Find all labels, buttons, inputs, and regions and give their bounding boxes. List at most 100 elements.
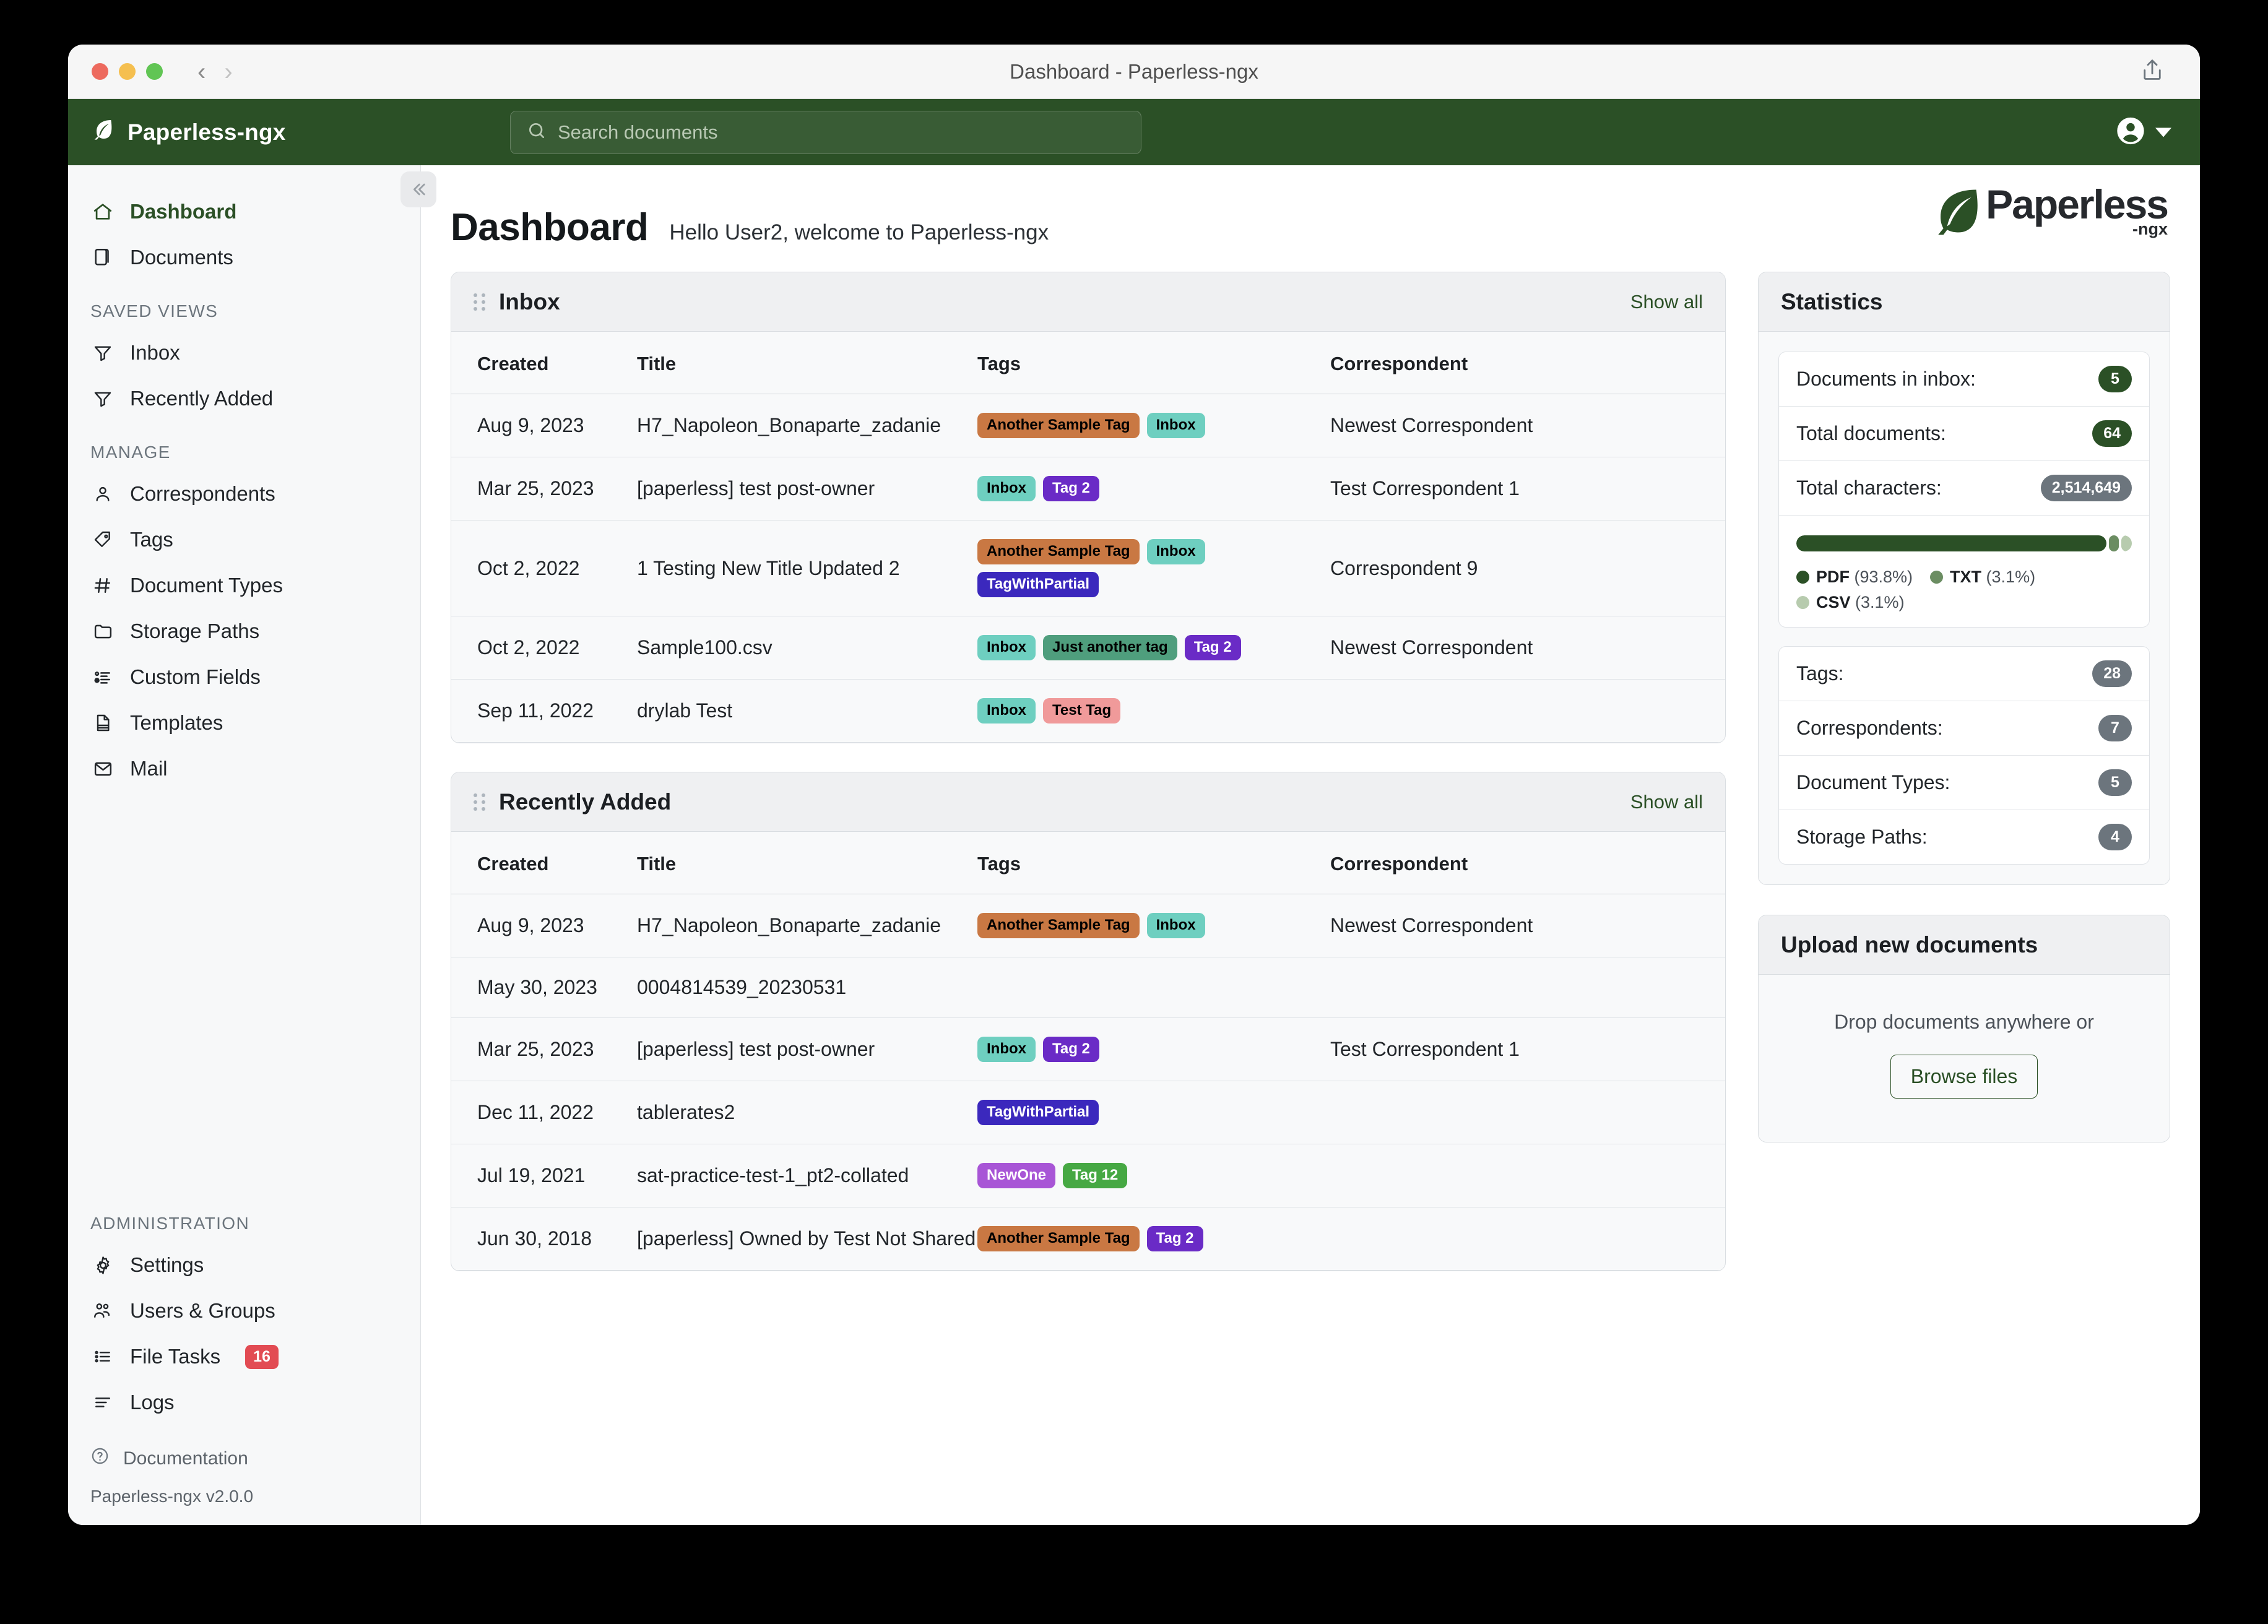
close-window-button[interactable] bbox=[92, 63, 108, 80]
table-row[interactable]: Oct 2, 2022 1 Testing New Title Updated 2… bbox=[451, 520, 1725, 616]
sidebar-item-documents[interactable]: Documents bbox=[68, 235, 420, 280]
cell-correspondent: Test Correspondent 1 bbox=[1330, 1017, 1725, 1081]
legend-label: PDF (93.8%) bbox=[1816, 568, 1913, 586]
sidebar-item-logs[interactable]: Logs bbox=[68, 1380, 420, 1425]
inbox-card-title: Inbox bbox=[499, 288, 560, 314]
table-row[interactable]: Oct 2, 2022 Sample100.csv Inbox Just anothe… bbox=[451, 616, 1725, 680]
search-icon bbox=[527, 121, 547, 144]
tag-chip[interactable]: Inbox bbox=[977, 1037, 1036, 1062]
tag-chip[interactable]: Inbox bbox=[1146, 539, 1205, 564]
browse-files-button[interactable]: Browse files bbox=[1890, 1055, 2038, 1099]
sidebar-item-label: Users & Groups bbox=[130, 1299, 275, 1322]
table-row[interactable]: Mar 25, 2023 [paperless] test post-owner I… bbox=[451, 457, 1725, 520]
sidebar-item-inbox[interactable]: Inbox bbox=[68, 330, 420, 376]
sidebar-collapse-button[interactable] bbox=[400, 171, 436, 207]
hash-icon bbox=[90, 576, 115, 595]
upload-dropzone[interactable]: Drop documents anywhere or Browse files bbox=[1759, 975, 2170, 1142]
tag-chip[interactable]: Another Sample Tag bbox=[977, 913, 1140, 938]
sidebar-item-tags[interactable]: Tags bbox=[68, 517, 420, 563]
table-row[interactable]: Aug 9, 2023 H7_Napoleon_Bonaparte_zadanie… bbox=[451, 894, 1725, 957]
sidebar-item-file-tasks[interactable]: File Tasks 16 bbox=[68, 1334, 420, 1380]
logs-icon bbox=[90, 1393, 115, 1412]
share-icon[interactable] bbox=[2139, 57, 2165, 86]
cell-title[interactable]: drylab Test bbox=[637, 679, 977, 743]
sidebar-item-document-types[interactable]: Document Types bbox=[68, 563, 420, 608]
sidebar-section-administration: ADMINISTRATION bbox=[90, 1214, 250, 1233]
tag-chip[interactable]: Inbox bbox=[977, 635, 1036, 660]
file-type-legend: PDF (93.8%) TXT (3.1%) CSV (3.1%) bbox=[1796, 568, 2132, 612]
tag-chip[interactable]: Another Sample Tag bbox=[977, 1226, 1140, 1251]
recently-added-card-title: Recently Added bbox=[499, 788, 672, 814]
column-header-title: Title bbox=[637, 832, 977, 894]
table-row[interactable]: Jun 30, 2018 [paperless] Owned by Test No… bbox=[451, 1207, 1725, 1271]
table-row[interactable]: Mar 25, 2023 [paperless] test post-owner I… bbox=[451, 1017, 1725, 1081]
table-row[interactable]: Jul 19, 2021 sat-practice-test-1_pt2-coll… bbox=[451, 1144, 1725, 1207]
cell-title[interactable]: H7_Napoleon_Bonaparte_zadanie bbox=[637, 894, 977, 957]
tag-chip[interactable]: Inbox bbox=[1146, 413, 1205, 438]
tag-chip[interactable]: Test Tag bbox=[1043, 698, 1121, 723]
minimize-window-button[interactable] bbox=[119, 63, 136, 80]
tag-chip[interactable]: NewOne bbox=[977, 1163, 1056, 1188]
sidebar-item-storage-paths[interactable]: Storage Paths bbox=[68, 608, 420, 654]
tag-chip[interactable]: Tag 2 bbox=[1184, 635, 1241, 660]
sidebar-item-label: Dashboard bbox=[130, 200, 237, 223]
app-version-label: Paperless-ngx v2.0.0 bbox=[90, 1487, 254, 1506]
back-button[interactable]: ‹ bbox=[197, 58, 206, 85]
maximize-window-button[interactable] bbox=[146, 63, 163, 80]
search-bar[interactable] bbox=[510, 110, 1141, 154]
tag-chip[interactable]: Tag 2 bbox=[1043, 476, 1099, 501]
cell-title[interactable]: [paperless] Owned by Test Not Shared bbox=[637, 1207, 977, 1271]
sidebar-item-correspondents[interactable]: Correspondents bbox=[68, 471, 420, 517]
sidebar-item-dashboard[interactable]: Dashboard bbox=[68, 189, 420, 235]
drag-handle-icon[interactable] bbox=[474, 293, 485, 311]
cell-created: Dec 11, 2022 bbox=[451, 1081, 637, 1144]
table-row[interactable]: Dec 11, 2022 tablerates2 TagWithPartial bbox=[451, 1081, 1725, 1144]
paperless-logo: Paperless -ngx bbox=[1926, 181, 2169, 243]
tag-chip[interactable]: Tag 2 bbox=[1146, 1226, 1203, 1251]
tag-chip[interactable]: Another Sample Tag bbox=[977, 539, 1140, 564]
app-brand[interactable]: Paperless-ngx bbox=[90, 117, 286, 147]
cell-title[interactable]: H7_Napoleon_Bonaparte_zadanie bbox=[637, 394, 977, 457]
sidebar-item-custom-fields[interactable]: Custom Fields bbox=[68, 654, 420, 700]
sidebar-item-users-groups[interactable]: Users & Groups bbox=[68, 1288, 420, 1334]
table-row[interactable]: May 30, 2023 0004814539_20230531 bbox=[451, 957, 1725, 1018]
traffic-lights bbox=[92, 63, 163, 80]
tag-chip[interactable]: Inbox bbox=[977, 698, 1036, 723]
sidebar-item-templates[interactable]: Templates bbox=[68, 700, 420, 746]
tag-chip[interactable]: Inbox bbox=[1146, 913, 1205, 938]
sidebar-item-documentation[interactable]: Documentation bbox=[68, 1439, 420, 1478]
sidebar-item-mail[interactable]: Mail bbox=[68, 746, 420, 792]
logo-wordmark: Paperless bbox=[1986, 181, 2169, 228]
column-header-tags: Tags bbox=[977, 832, 1330, 894]
tag-chip[interactable]: Another Sample Tag bbox=[977, 413, 1140, 438]
chevron-down-icon[interactable] bbox=[2155, 127, 2171, 137]
search-input[interactable] bbox=[558, 121, 1125, 144]
tag-chip[interactable]: Inbox bbox=[977, 476, 1036, 501]
cell-title[interactable]: tablerates2 bbox=[637, 1081, 977, 1144]
drag-handle-icon[interactable] bbox=[474, 793, 485, 811]
recently-added-show-all-link[interactable]: Show all bbox=[1630, 790, 1703, 813]
cell-title[interactable]: Sample100.csv bbox=[637, 616, 977, 680]
table-row[interactable]: Aug 9, 2023 H7_Napoleon_Bonaparte_zadanie… bbox=[451, 394, 1725, 457]
tag-chip[interactable]: TagWithPartial bbox=[977, 572, 1099, 597]
forward-button[interactable]: › bbox=[224, 58, 233, 85]
tag-chip[interactable]: Tag 2 bbox=[1043, 1037, 1099, 1062]
cell-title[interactable]: [paperless] test post-owner bbox=[637, 1017, 977, 1081]
tag-chip[interactable]: TagWithPartial bbox=[977, 1100, 1099, 1125]
sidebar-item-settings[interactable]: Settings bbox=[68, 1242, 420, 1288]
tag-chip[interactable]: Tag 12 bbox=[1063, 1163, 1128, 1188]
inbox-show-all-link[interactable]: Show all bbox=[1630, 290, 1703, 313]
cell-created: Mar 25, 2023 bbox=[451, 457, 637, 520]
cell-title[interactable]: 0004814539_20230531 bbox=[637, 957, 977, 1018]
sidebar-item-recently-added[interactable]: Recently Added bbox=[68, 376, 420, 421]
table-row[interactable]: Sep 11, 2022 drylab Test Inbox Test Tag bbox=[451, 679, 1725, 743]
legend-swatch bbox=[1796, 571, 1809, 584]
stat-label: Storage Paths: bbox=[1796, 826, 1928, 848]
legend-item-pdf: PDF (93.8%) bbox=[1796, 568, 1913, 587]
cell-title[interactable]: sat-practice-test-1_pt2-collated bbox=[637, 1144, 977, 1207]
tag-chip[interactable]: Just another tag bbox=[1043, 635, 1177, 660]
cell-title[interactable]: [paperless] test post-owner bbox=[637, 457, 977, 520]
sidebar-item-label: Tags bbox=[130, 528, 173, 551]
cell-title[interactable]: 1 Testing New Title Updated 2 bbox=[637, 520, 977, 616]
user-menu[interactable] bbox=[2114, 114, 2171, 150]
